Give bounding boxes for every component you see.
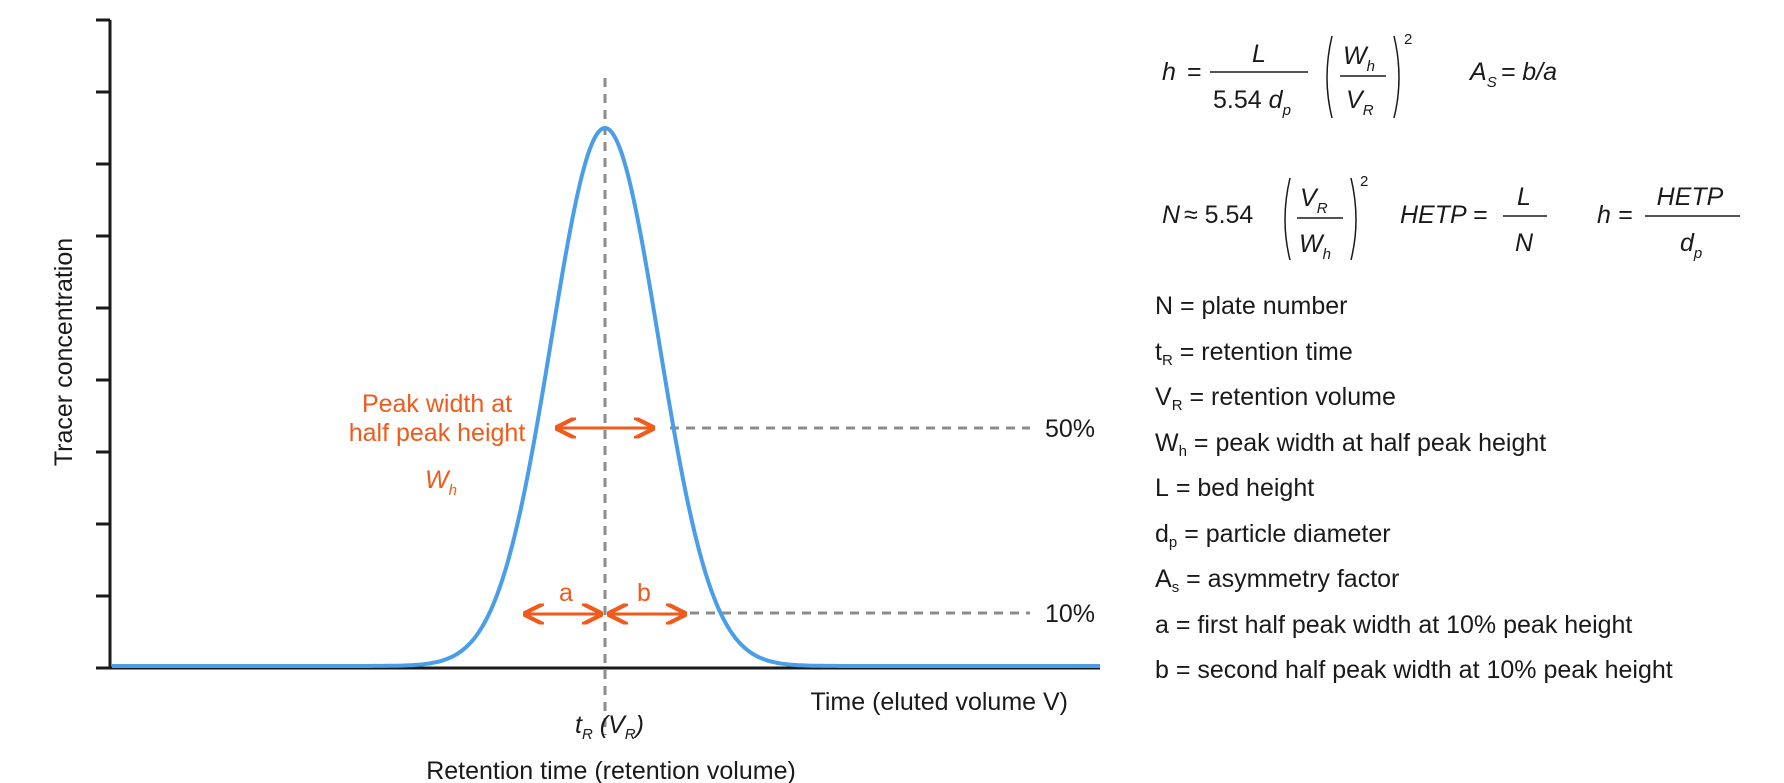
wh-sub: h [449,482,457,499]
symbol-legend: N = plate number tR = retention time VR … [1155,288,1673,698]
level-50-label: 50% [1045,415,1095,443]
legend-item: N = plate number [1155,292,1348,320]
legend-item: As = asymmetry factor [1155,565,1400,596]
peak-t-sub: R [582,726,593,743]
peak-v: V [608,711,627,739]
legend-item: b = second half peak width at 10% peak h… [1155,656,1673,684]
legend-item: tR = retention time [1155,337,1353,369]
y-axis-ticks [96,18,110,598]
level-10-label: 10% [1045,600,1095,628]
legend-item: VR = retention volume [1155,383,1396,414]
peak-paren-close: ) [633,711,644,739]
half-width-symbol: Wh [425,466,457,499]
y-axis-label: Tracer concentration [50,238,78,466]
legend-item: L = bed height [1155,474,1315,502]
peak-curve [112,126,1100,668]
label-a: a [559,579,573,607]
wh-w: W [425,466,451,494]
peak-paren-open: ( [593,711,611,739]
legend-item: a = first half peak width at 10% peak he… [1155,610,1633,639]
legend-item: Wh = peak width at half peak height [1155,428,1547,460]
peak-t: t [575,711,583,739]
half-width-label-line2: half peak height [349,419,526,447]
peak-v-sub: R [625,726,636,743]
half-width-label-line1: Peak width at [362,390,512,418]
x-axis-label: Time (eluted volume V) [811,688,1069,716]
legend-item: dp = particle diameter [1155,519,1391,551]
retention-caption: Retention time (retention volume) [426,757,796,783]
peak-position-label: tR (VR) [575,711,644,743]
label-b: b [637,579,651,607]
